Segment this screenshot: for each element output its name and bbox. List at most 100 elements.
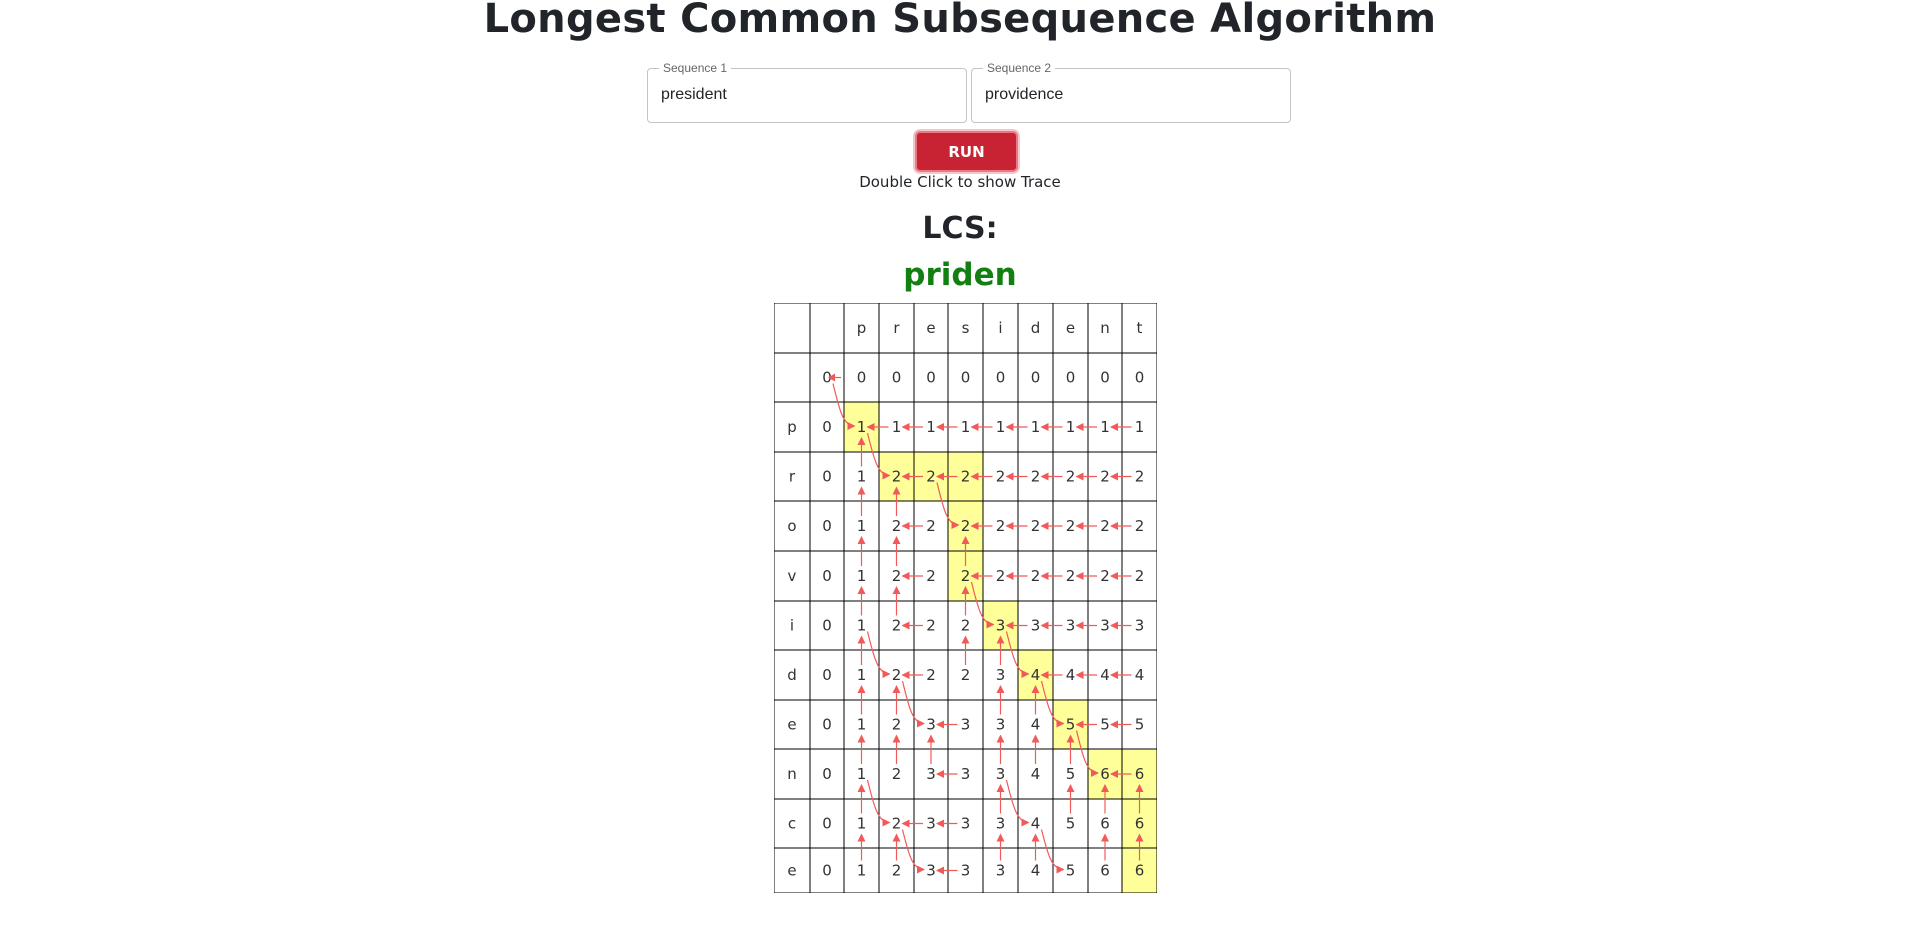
trace-arrow [866,432,891,480]
table-cell: 3 [1100,617,1110,635]
table-cell: 1 [892,418,902,436]
table-cell: 0 [1135,369,1145,387]
table-cell: 5 [1100,716,1110,734]
lcs-table[interactable]: p r e s i d e n t p r o v i d e n c e 0 0 0 0 0 0 0 0 0 0 0 1 1 1 1 1 1 1 1 1 0… [774,303,1157,893]
table-cell: 0 [892,369,902,387]
col-header: i [998,319,1002,337]
table-cell: 0 [822,716,832,734]
trace-arrow [901,680,925,728]
table-cell: 0 [1066,369,1076,387]
table-cell: 0 [822,765,832,783]
sequence2-input[interactable] [985,86,1275,104]
table-cell: 2 [1100,567,1110,585]
table-cell: 6 [1135,765,1145,783]
table-cell: 0 [926,369,936,387]
trace-arrow [832,383,856,430]
table-cell: 1 [857,418,867,436]
trace-arrow [970,581,995,629]
row-header: e [787,862,796,880]
table-cell: 1 [926,418,936,436]
run-button[interactable]: RUN [915,131,1018,172]
table-cell: 0 [996,369,1006,387]
row-header: e [787,716,796,734]
table-cell: 3 [996,617,1006,635]
row-header: i [790,617,794,635]
table-cell: 6 [1100,815,1110,833]
lcs-label: LCS: [922,211,998,246]
page-title: Longest Common Subsequence Algorithm [483,0,1437,42]
table-cell: 4 [1100,666,1110,684]
col-header: t [1137,319,1143,337]
trace-arrow [866,631,891,678]
table-cell: 1 [1031,418,1041,436]
table-cell: 3 [926,765,936,783]
table-cell: 6 [1135,815,1145,833]
row-header: o [787,517,796,535]
table-cell: 0 [822,418,832,436]
table-cell: 2 [892,617,902,635]
col-header: d [1031,319,1041,337]
table-cell: 5 [1135,716,1145,734]
trace-arrow [1005,779,1030,827]
table-cell: 0 [822,862,832,880]
table-cell: 2 [1031,567,1041,585]
table-cell: 3 [996,815,1006,833]
table-cell: 2 [892,765,902,783]
table-cell: 0 [857,369,867,387]
table-cell: 2 [996,517,1006,535]
table-cell: 2 [996,567,1006,585]
table-cell: 3 [961,716,971,734]
table-cell: 1 [857,716,867,734]
table-cell: 3 [926,862,936,880]
table-cell: 2 [892,567,902,585]
trace-hint: Double Click to show Trace [859,173,1061,191]
trace-arrow [1075,730,1099,777]
trace-arrow [1005,631,1030,678]
table-cell: 2 [926,666,936,684]
table-cell: 1 [857,517,867,535]
table-cell: 5 [1066,862,1076,880]
table-cell: 2 [961,666,971,684]
table-cell: 2 [961,567,971,585]
table-cell: 2 [1031,468,1041,486]
table-cell: 5 [1066,815,1076,833]
table-cell: 3 [996,716,1006,734]
table-cell: 2 [996,468,1006,486]
table-cell: 2 [1135,468,1145,486]
row-header: n [787,765,797,783]
sequence1-field[interactable]: Sequence 1 [647,61,967,123]
table-cell: 2 [961,617,971,635]
table-cell: 6 [1100,765,1110,783]
table-cell: 0 [822,517,832,535]
table-cell: 0 [1031,369,1041,387]
table-cell: 5 [1066,716,1076,734]
sequence2-label: Sequence 2 [983,61,1056,75]
table-cell: 2 [1066,517,1076,535]
trace-arrow [828,373,835,382]
col-header: e [926,319,935,337]
table-cell: 4 [1031,815,1041,833]
table-cell: 3 [996,765,1006,783]
table-cell: 0 [822,567,832,585]
table-cell: 3 [996,862,1006,880]
trace-arrow [936,482,960,529]
sequence1-input[interactable] [661,86,951,104]
table-cell: 0 [822,666,832,684]
table-cell: 0 [822,468,832,486]
table-cell: 1 [857,862,867,880]
col-header: e [1066,319,1075,337]
table-cell: 0 [1100,369,1110,387]
table-cell: 2 [892,517,902,535]
table-cell: 4 [1066,666,1076,684]
table-cell: 1 [857,815,867,833]
table-cell: 1 [857,468,867,486]
table-cell: 0 [961,369,971,387]
table-cell: 3 [926,815,936,833]
table-cell: 4 [1031,862,1041,880]
table-cell: 2 [961,468,971,486]
sequence2-field[interactable]: Sequence 2 [971,61,1291,123]
table-cell: 4 [1031,716,1041,734]
table-cell: 1 [857,666,867,684]
table-cell: 3 [1031,617,1041,635]
trace-arrow [901,829,925,874]
